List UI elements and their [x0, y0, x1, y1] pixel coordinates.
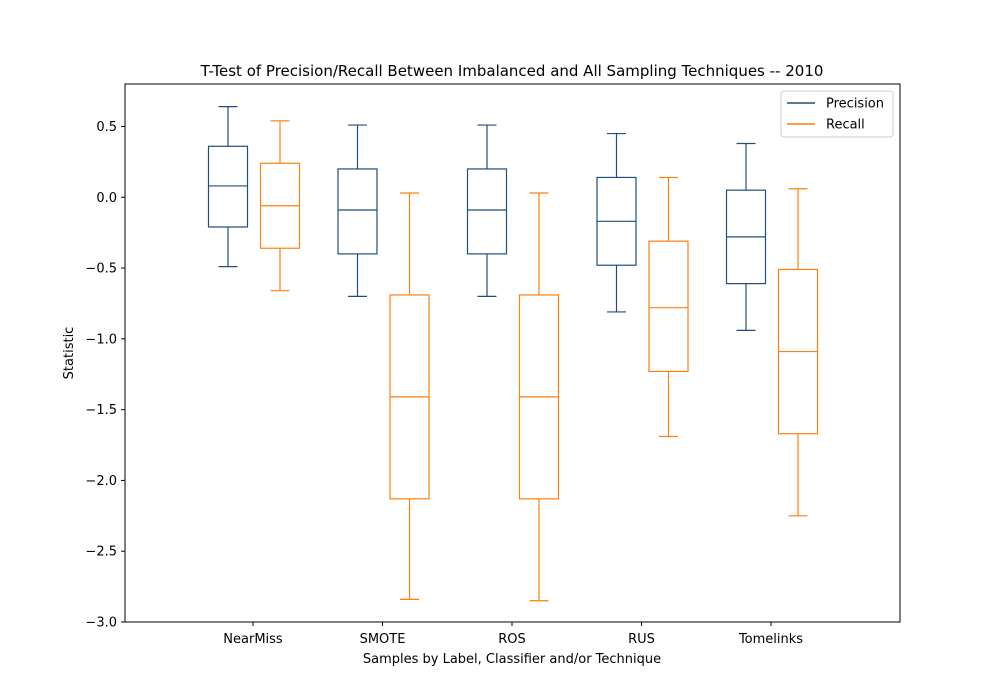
box-recall — [648, 176, 689, 438]
chart-title: T-Test of Precision/Recall Between Imbal… — [200, 62, 824, 80]
y-tick-label: 0.5 — [96, 120, 117, 135]
x-tick-label: SMOTE — [360, 632, 406, 647]
y-tick-label: −3.0 — [85, 616, 117, 631]
y-axis: 0.5 0.0 −0.5 −1.0 −1.5 −2.0 −2.5 −3.0 — [85, 120, 125, 631]
box-recall — [777, 188, 819, 517]
y-tick-label: −0.5 — [85, 262, 117, 277]
box-precision — [596, 132, 637, 313]
legend: Precision Recall — [780, 90, 894, 138]
box-precision — [337, 124, 378, 297]
box-iqr — [337, 168, 378, 255]
x-tick-label: Tomelinks — [738, 632, 803, 647]
y-tick-label: −1.5 — [85, 403, 117, 418]
box-recall — [518, 192, 560, 602]
y-axis-label: Statistic — [62, 327, 77, 380]
y-tick-label: −2.0 — [85, 474, 117, 489]
x-tick-label: RUS — [628, 632, 655, 647]
box-iqr — [466, 168, 508, 255]
box-iqr — [207, 145, 249, 228]
box-recall — [259, 120, 301, 292]
legend-label: Recall — [826, 118, 865, 133]
box-series — [207, 106, 819, 602]
plot-frame — [124, 83, 901, 623]
x-tick-label: ROS — [498, 632, 526, 647]
x-axis: NearMiss SMOTE ROS RUS Tomelinks — [223, 622, 803, 647]
box-iqr — [648, 240, 689, 373]
box-recall — [389, 192, 430, 600]
x-tick-label: NearMiss — [223, 632, 283, 647]
legend-label: Precision — [826, 97, 884, 112]
x-axis-label: Samples by Label, Classifier and/or Tech… — [363, 652, 661, 667]
y-tick-label: −1.0 — [85, 332, 117, 347]
box-precision — [725, 142, 767, 331]
y-tick-label: 0.0 — [96, 191, 117, 206]
box-precision — [466, 124, 508, 297]
box-precision — [207, 106, 249, 268]
y-tick-label: −2.5 — [85, 545, 117, 560]
